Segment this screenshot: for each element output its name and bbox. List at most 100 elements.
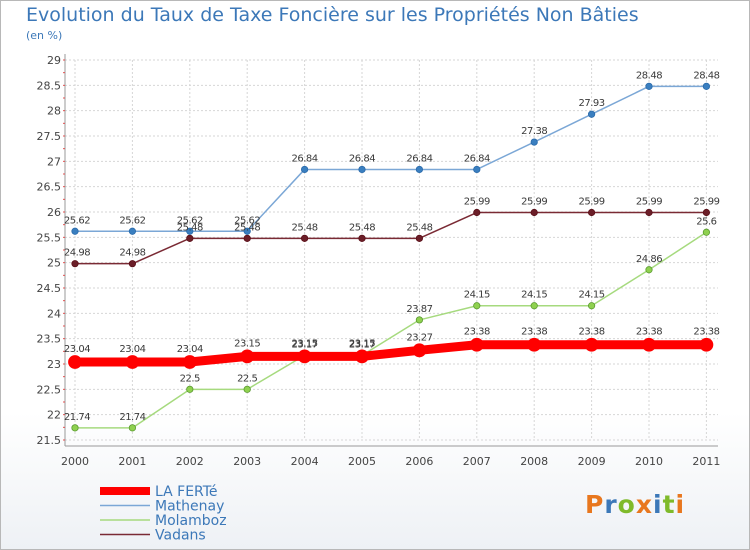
grid-lines [65,59,718,441]
logo-letter: o [617,490,636,519]
series-group [68,82,714,432]
series-line-molamboz [74,231,708,429]
data-point [297,349,312,364]
data-point [645,266,653,274]
logo-letter: i [653,490,663,519]
y-tick-label: 23.5 [37,333,62,346]
data-label: 25.48 [292,222,318,233]
data-point [645,208,653,217]
data-point [415,234,423,242]
data-point [71,227,79,235]
data-point [182,355,197,369]
data-label: 23.27 [406,332,432,343]
x-tick-label: 2009 [578,455,606,468]
data-label: 23.04 [119,344,145,355]
data-point [300,165,309,174]
y-tick-label: 29 [47,54,61,67]
data-point [469,337,484,352]
y-tick-label: 21.5 [37,434,62,447]
legend-label: LA FERTé [155,484,218,500]
data-point [415,316,423,324]
x-tick-label: 2007 [463,455,491,468]
legend-label: Mathenay [155,499,224,515]
data-point [240,349,255,364]
data-point [355,349,369,364]
y-tick-label: 26 [47,206,61,219]
y-tick-label: 24.5 [37,282,62,295]
data-point [415,165,423,174]
data-point [587,208,596,217]
data-point [71,260,79,268]
data-label: 23.17 [349,339,375,350]
chart-subtitle: (en %) [26,29,63,42]
y-tick-label: 27.5 [37,130,62,143]
data-point [699,337,714,352]
x-tick-label: 2011 [692,455,720,468]
data-label: 24.98 [64,248,90,259]
data-point [473,302,481,310]
data-label: 25.48 [349,222,375,233]
series-line-mathenay [74,85,708,233]
logo-letter: P [585,490,605,519]
data-point [128,227,136,235]
y-tick-label: 23 [47,358,61,371]
data-label: 24.15 [579,290,605,301]
data-label: 22.5 [180,373,200,384]
data-label: 23.38 [521,327,547,338]
y-tick-label: 22 [47,409,61,422]
data-label: 23.38 [636,327,662,338]
y-tick-label: 28.5 [37,79,62,92]
data-point [702,82,711,90]
logo-letter: i [675,490,686,519]
data-label: 23.87 [406,304,432,315]
logo-letter: r [604,490,618,519]
x-tick-label: 2004 [291,455,319,468]
data-label: 23.17 [292,339,318,350]
data-label: 25.48 [234,222,260,233]
data-label: 23.04 [64,344,90,355]
data-point [642,337,656,352]
x-tick-label: 2005 [348,455,376,468]
data-point [473,208,481,217]
data-point [530,208,538,217]
data-point [358,165,366,174]
data-label: 23.15 [292,338,318,349]
data-label: 25.62 [234,215,260,226]
data-point [186,385,194,393]
data-point [473,165,481,174]
data-point [645,82,653,90]
x-tick-label: 2002 [176,455,204,468]
x-tick-label: 2000 [61,455,89,468]
legend-label: Molamboz [155,513,227,529]
y-tick-label: 22.5 [37,383,62,396]
data-label: 25.62 [177,215,203,226]
x-tick-label: 2008 [520,455,548,468]
data-label: 28.48 [693,70,719,81]
data-label: 28.48 [636,70,662,81]
data-label: 27.38 [521,126,547,137]
y-tick-label: 27 [47,155,61,168]
data-label: 21.74 [64,412,90,423]
data-label: 25.99 [521,197,547,208]
data-label: 23.04 [177,344,203,355]
data-label: 25.99 [636,197,662,208]
data-label: 27.93 [579,98,605,109]
x-tick-label: 2001 [118,455,146,468]
data-point [186,234,194,242]
data-label: 25.6 [696,216,716,227]
data-label: 26.84 [464,153,490,164]
data-point [243,385,251,393]
data-label: 23.38 [464,327,490,338]
data-label: 23.15 [234,338,260,349]
y-tick-label: 25 [47,257,61,270]
data-label: 26.84 [406,153,432,164]
data-label: 25.62 [64,215,90,226]
data-point [702,228,711,236]
data-label: 25.99 [579,197,605,208]
legend-label: Vadans [155,528,206,544]
data-point [527,337,542,352]
data-label: 25.62 [119,215,145,226]
data-point [128,260,136,268]
